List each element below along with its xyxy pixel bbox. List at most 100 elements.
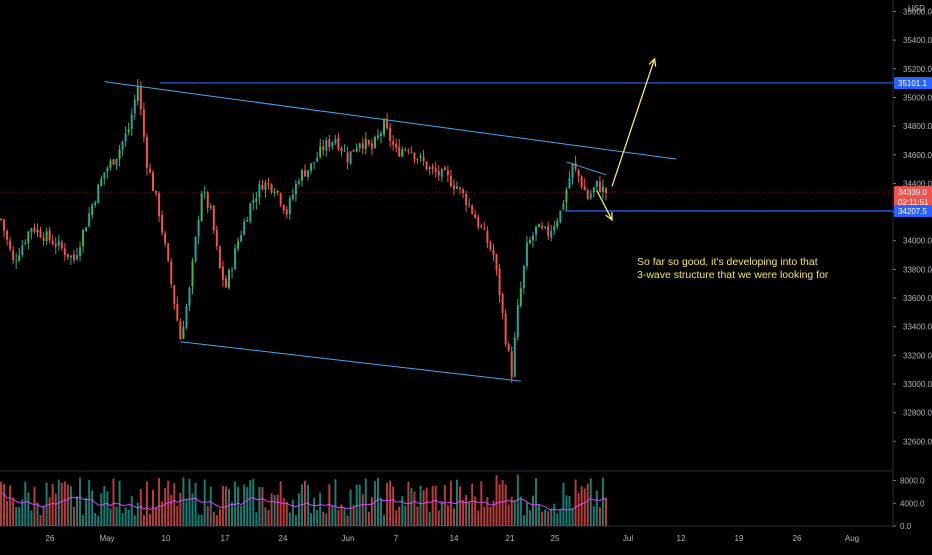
volume-bar bbox=[167, 480, 170, 526]
volume-bar bbox=[191, 493, 194, 526]
volume-bar bbox=[574, 479, 577, 526]
volume-bar bbox=[547, 511, 550, 526]
volume-bar bbox=[9, 485, 12, 526]
time-axis-label: Jun bbox=[342, 534, 355, 543]
volume-bar bbox=[112, 478, 115, 526]
volume-bar bbox=[291, 499, 294, 526]
volume-bar bbox=[495, 475, 498, 526]
candle-body bbox=[240, 235, 243, 242]
volume-bar bbox=[212, 511, 215, 526]
candle-body bbox=[325, 140, 328, 151]
projection-up-arrow-shaft bbox=[611, 58, 656, 187]
time-axis-label: 7 bbox=[394, 534, 399, 543]
candle-body bbox=[434, 168, 437, 173]
volume-bar bbox=[334, 479, 337, 526]
candle-body bbox=[39, 230, 42, 238]
candle-body bbox=[130, 114, 133, 129]
candle-body bbox=[316, 157, 319, 162]
volume-bar bbox=[252, 478, 255, 526]
volume-bar bbox=[88, 479, 91, 526]
time-axis-label: 21 bbox=[506, 534, 515, 543]
candle-body bbox=[121, 141, 124, 150]
candle-body bbox=[206, 192, 209, 208]
volume-bar bbox=[76, 496, 78, 526]
volume-bar bbox=[179, 492, 182, 526]
price-axis-label: 34000.0 bbox=[903, 237, 932, 246]
volume-bar bbox=[386, 482, 389, 526]
candle-body bbox=[264, 182, 267, 190]
volume-bar bbox=[541, 511, 544, 526]
candle-body bbox=[188, 287, 191, 307]
volume-bar bbox=[483, 506, 486, 526]
candle-body bbox=[300, 170, 303, 181]
candle-body bbox=[398, 146, 401, 157]
candle-body bbox=[88, 213, 91, 227]
candle-body bbox=[91, 204, 94, 215]
volume-bar bbox=[21, 499, 24, 526]
candle-body bbox=[267, 183, 270, 185]
volume-bar bbox=[337, 509, 340, 526]
candle-body bbox=[57, 240, 60, 246]
volume-bar bbox=[504, 484, 507, 526]
candle-body bbox=[328, 139, 331, 147]
volume-bar bbox=[322, 511, 325, 526]
volume-bar bbox=[568, 495, 571, 526]
candle-body bbox=[273, 191, 276, 193]
volume-bar bbox=[437, 510, 440, 526]
candle-body bbox=[574, 162, 577, 169]
volume-bar bbox=[142, 514, 145, 526]
candle-body bbox=[85, 227, 88, 232]
volume-bar bbox=[604, 497, 607, 526]
candle-body bbox=[270, 184, 273, 192]
volume-bar bbox=[130, 496, 133, 526]
candle-body bbox=[477, 217, 480, 227]
volume-bar bbox=[42, 505, 45, 526]
candle-body bbox=[45, 231, 48, 242]
candle-body bbox=[279, 193, 282, 205]
candle-body bbox=[538, 224, 541, 228]
volume-bar bbox=[264, 507, 267, 526]
candle-body bbox=[167, 243, 170, 261]
volume-bar bbox=[218, 509, 221, 526]
candle-body bbox=[155, 190, 158, 194]
candle-body bbox=[0, 219, 2, 221]
volume-bar bbox=[148, 513, 151, 526]
volume-bar bbox=[516, 474, 519, 526]
candle-body bbox=[72, 254, 75, 260]
candle-body bbox=[12, 250, 15, 261]
volume-bar bbox=[525, 502, 528, 526]
candle-body bbox=[158, 193, 161, 217]
candle-body bbox=[425, 161, 428, 170]
candle-body bbox=[519, 288, 522, 306]
volume-bar bbox=[307, 484, 310, 526]
candle-body bbox=[228, 270, 230, 288]
volume-bar bbox=[103, 486, 106, 526]
candle-body bbox=[252, 200, 255, 203]
volume-bar bbox=[592, 506, 595, 526]
candle-body bbox=[522, 265, 525, 289]
candle-body bbox=[459, 187, 462, 189]
price-axis-label: 33400.0 bbox=[903, 323, 932, 332]
candle-body bbox=[218, 246, 221, 268]
candle-body bbox=[571, 163, 574, 178]
candle-body bbox=[419, 156, 422, 158]
volume-bar bbox=[410, 488, 413, 526]
volume-bar bbox=[419, 485, 422, 526]
candle-body bbox=[483, 228, 486, 230]
candle-body bbox=[297, 181, 300, 184]
volume-bar bbox=[528, 510, 531, 526]
volume-bar bbox=[595, 490, 598, 526]
volume-bar bbox=[443, 485, 446, 526]
candle-body bbox=[337, 137, 340, 149]
volume-bar bbox=[325, 513, 328, 526]
volume-bar bbox=[550, 508, 553, 526]
volume-bar bbox=[54, 493, 57, 526]
candle-body bbox=[395, 143, 398, 148]
candle-body bbox=[97, 184, 100, 204]
candle-body bbox=[428, 167, 431, 170]
volume-bar bbox=[343, 507, 346, 526]
volume-bar bbox=[173, 483, 176, 526]
time-axis-label: 10 bbox=[162, 534, 171, 543]
